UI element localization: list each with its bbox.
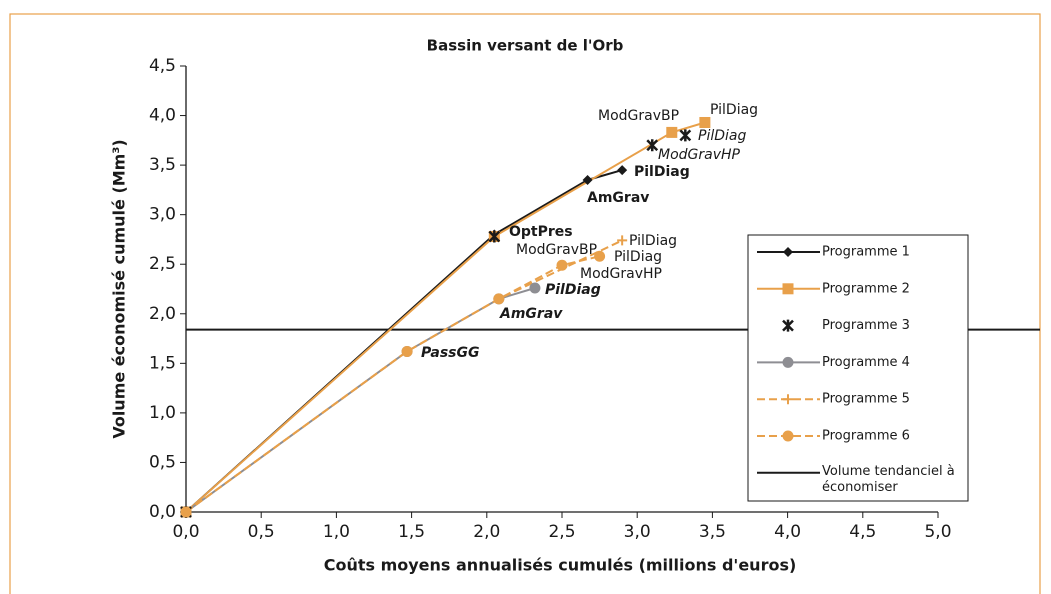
series-line bbox=[185, 169, 623, 513]
legend-label: Programme 2 bbox=[822, 281, 910, 296]
annotation: PilDiag bbox=[634, 164, 690, 180]
x-tick-label: 5,0 bbox=[924, 522, 951, 542]
x-tick-label: 1,5 bbox=[398, 522, 425, 542]
frame bbox=[9, 13, 1041, 594]
marker bbox=[401, 345, 413, 357]
marker bbox=[582, 174, 593, 185]
marker-shape bbox=[783, 394, 793, 405]
x-tick-label: 3,0 bbox=[624, 522, 651, 542]
y-tick-label: 0,0 bbox=[149, 502, 176, 522]
annotation: PilDiag bbox=[698, 128, 746, 144]
annotation: ModGravBP bbox=[598, 108, 679, 124]
legend-label: Programme 4 bbox=[822, 355, 910, 370]
x-tick-label: 2,0 bbox=[473, 522, 500, 542]
marker-shape bbox=[594, 250, 606, 262]
x-tick-label: 4,5 bbox=[849, 522, 876, 542]
marker-shape bbox=[493, 293, 505, 305]
x-tick-label: 4,0 bbox=[774, 522, 801, 542]
chart-title: Bassin versant de l'Orb bbox=[427, 37, 624, 55]
marker-shape bbox=[782, 283, 794, 295]
series-line bbox=[185, 287, 536, 513]
marker bbox=[180, 506, 192, 518]
marker bbox=[666, 126, 678, 138]
legend-label: Programme 5 bbox=[822, 392, 910, 407]
annotation: AmGrav bbox=[499, 306, 563, 322]
annotation: ModGravHP bbox=[658, 147, 741, 163]
marker bbox=[782, 283, 794, 295]
marker bbox=[556, 259, 568, 271]
marker-shape bbox=[556, 259, 568, 271]
y-tick-label: 2,5 bbox=[149, 254, 176, 274]
marker-shape bbox=[180, 506, 192, 518]
y-tick-label: 4,5 bbox=[149, 56, 176, 76]
annotation: PassGG bbox=[421, 345, 479, 361]
x-tick-label: 2,5 bbox=[548, 522, 575, 542]
x-tick-label: 1,0 bbox=[323, 522, 350, 542]
marker bbox=[783, 247, 793, 257]
marker bbox=[782, 430, 794, 442]
marker bbox=[782, 319, 794, 332]
legend-label-wrap: Volume tendanciel à économiser bbox=[822, 463, 955, 495]
annotation: ModGravHP bbox=[580, 266, 662, 282]
marker bbox=[594, 250, 606, 262]
marker bbox=[679, 129, 692, 142]
marker bbox=[617, 235, 628, 246]
annotation: PilDiag bbox=[614, 249, 662, 265]
x-tick-label: 3,5 bbox=[699, 522, 726, 542]
series-line bbox=[185, 255, 600, 513]
marker-shape bbox=[699, 116, 711, 128]
marker-shape bbox=[617, 165, 628, 176]
marker-shape bbox=[488, 230, 501, 243]
legend-box bbox=[747, 234, 969, 502]
y-tick-label: 1,0 bbox=[149, 403, 176, 423]
marker bbox=[782, 356, 794, 368]
y-tick-label: 0,5 bbox=[149, 452, 176, 472]
y-tick-label: 3,5 bbox=[149, 155, 176, 175]
y-tick-label: 1,5 bbox=[149, 353, 176, 373]
marker-shape bbox=[582, 174, 593, 185]
marker-shape bbox=[617, 235, 628, 246]
legend-label: Programme 1 bbox=[822, 245, 910, 260]
legend-label: Programme 3 bbox=[822, 318, 910, 333]
marker-shape bbox=[666, 126, 678, 138]
annotation: AmGrav bbox=[587, 190, 649, 206]
annotation: PilDiag bbox=[629, 233, 677, 249]
marker-shape bbox=[679, 129, 692, 142]
series-line bbox=[185, 121, 706, 513]
marker bbox=[646, 139, 659, 152]
annotation: PilDiag bbox=[710, 102, 758, 118]
marker bbox=[493, 293, 505, 305]
marker-shape bbox=[782, 430, 794, 442]
annotation: PilDiag bbox=[545, 282, 601, 298]
marker bbox=[783, 394, 793, 405]
legend-label: Programme 6 bbox=[822, 429, 910, 444]
marker bbox=[617, 165, 628, 176]
y-tick-label: 3,0 bbox=[149, 205, 176, 225]
annotation: ModGravBP bbox=[516, 242, 597, 258]
x-axis-title: Coûts moyens annualisés cumulés (million… bbox=[324, 556, 797, 575]
marker-shape bbox=[529, 282, 541, 294]
marker-shape bbox=[783, 247, 793, 257]
y-axis-title: Volume économisé cumulé (Mm³) bbox=[110, 139, 129, 438]
marker-shape bbox=[646, 139, 659, 152]
marker-shape bbox=[401, 345, 413, 357]
annotation: OptPres bbox=[509, 224, 573, 240]
legend-label: Volume tendanciel à économiser bbox=[822, 463, 955, 495]
marker bbox=[529, 282, 541, 294]
y-tick-label: 2,0 bbox=[149, 304, 176, 324]
marker-shape bbox=[782, 356, 794, 368]
x-tick-label: 0,0 bbox=[172, 522, 199, 542]
y-tick-label: 4,0 bbox=[149, 106, 176, 126]
x-tick-label: 0,5 bbox=[248, 522, 275, 542]
marker-shape bbox=[782, 319, 794, 332]
marker bbox=[488, 230, 501, 243]
marker bbox=[699, 116, 711, 128]
